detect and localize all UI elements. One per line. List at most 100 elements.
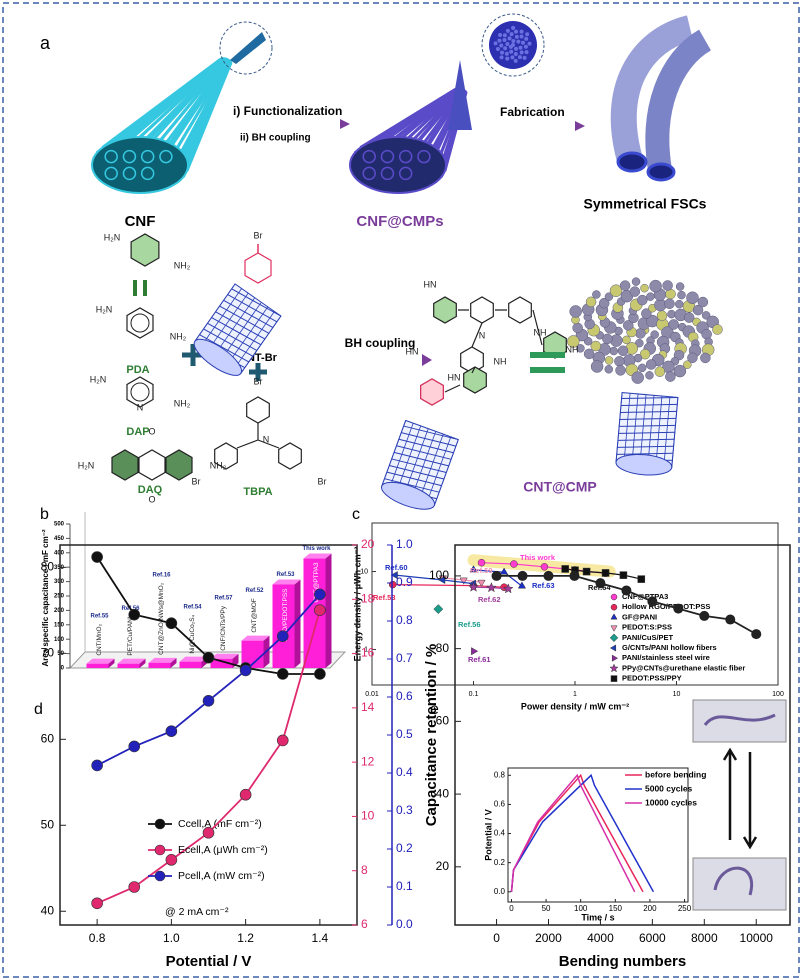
y-tick-label: 1 [364, 646, 368, 653]
lattice [384, 478, 440, 493]
legend-label: 10000 cycles [645, 797, 697, 807]
lattice [623, 393, 631, 464]
polymer [673, 364, 687, 378]
fiber-tip [380, 166, 395, 181]
marker [128, 608, 141, 621]
fiber [397, 86, 461, 139]
polymer [637, 363, 647, 373]
pore [495, 46, 500, 51]
lattice [396, 445, 452, 460]
pore [513, 52, 518, 57]
marker [540, 563, 549, 571]
y-tick-label: 0.0 [396, 917, 413, 931]
atom-label: NH₂ [170, 331, 187, 341]
fiber-end [646, 162, 676, 182]
pore [493, 41, 498, 46]
lattice [621, 396, 678, 400]
legend-marker [154, 818, 166, 830]
fiber-device [610, 15, 694, 164]
marker [91, 897, 103, 910]
y-tick-label: 0.1 [396, 879, 413, 893]
atom-label: HN [406, 346, 419, 356]
marker [610, 625, 618, 632]
marker [609, 633, 619, 643]
nanotube [615, 392, 679, 476]
lattice [403, 425, 459, 441]
label: DAP [126, 426, 149, 438]
polymer [683, 312, 695, 323]
pore [510, 55, 515, 60]
pore [524, 50, 529, 55]
polymer [677, 290, 686, 300]
marker [459, 577, 468, 585]
fiber-end [616, 151, 648, 173]
x-tick-label: 50 [542, 904, 551, 913]
annotation: Ref.60 [385, 563, 408, 572]
bar-name: CNT@ZnO-NWs@MnO₂ [158, 582, 165, 655]
plot-frame [59, 544, 358, 926]
fiber-end [91, 136, 189, 194]
polymer [712, 324, 723, 335]
nanotube [381, 419, 459, 510]
ref-label: Ref.16 [152, 572, 171, 578]
fiber-tip [140, 166, 155, 181]
marker [610, 593, 618, 601]
lattice [620, 410, 677, 413]
bar-top [210, 653, 239, 659]
lattice [418, 433, 444, 501]
atom-label: H₂N [96, 304, 113, 314]
pore [503, 46, 508, 51]
polymer [664, 298, 675, 309]
ring [214, 442, 238, 470]
y-tick-label: 0.2 [396, 841, 413, 855]
legend-label: before bending [645, 769, 706, 779]
bar-name: CNT@MOF [251, 598, 258, 632]
polymer [645, 359, 657, 370]
polymer [683, 360, 692, 369]
atom-label: N [479, 330, 486, 340]
annotation: Ref.61 [468, 655, 491, 664]
atom-label: Br [254, 230, 263, 240]
bar-side [325, 553, 332, 668]
fiber-device [645, 29, 712, 172]
y-tick-label: 40 [436, 786, 450, 800]
y-tick-label: 100 [429, 568, 449, 582]
lattice [389, 465, 445, 480]
bar-top [303, 553, 332, 559]
marker [673, 603, 684, 614]
atom-label: N [137, 402, 144, 412]
atom-label: Br [318, 476, 327, 486]
label: CNF@CMPs [356, 213, 443, 230]
y-tick-label: 20 [361, 537, 375, 551]
y-axis-label: Capacitance retention / % [423, 644, 440, 827]
legend-label: CNF@PTPA3 [622, 592, 668, 601]
ref-label: Ref.55 [90, 613, 109, 619]
y-tick-label: 80 [436, 641, 450, 655]
tube-end [381, 481, 436, 510]
polymer [609, 346, 619, 356]
ref-label: This work [302, 546, 331, 552]
fiber [386, 86, 460, 139]
x-tick-label: 0.8 [89, 931, 106, 945]
marker [621, 585, 632, 596]
bar-side [139, 658, 146, 668]
pore [509, 49, 514, 54]
polymer [645, 371, 654, 380]
atom-label: H₂N [104, 232, 121, 242]
polymer [641, 308, 652, 319]
marker [477, 558, 486, 567]
polymer [700, 352, 711, 364]
photo [692, 857, 787, 911]
marker [595, 578, 606, 589]
marker [468, 581, 479, 592]
fiber-tip [362, 149, 376, 164]
legend-label: Hollow RGO/PEDOT:PSS [622, 602, 710, 611]
annotation: Ref.63 [532, 581, 555, 590]
ring [246, 396, 270, 424]
polymer [656, 310, 668, 321]
atom-label: O [148, 426, 155, 436]
x-tick-label: 200 [643, 904, 657, 913]
atom-label: NH [566, 344, 579, 354]
lattice [201, 288, 242, 347]
marker [276, 630, 289, 643]
